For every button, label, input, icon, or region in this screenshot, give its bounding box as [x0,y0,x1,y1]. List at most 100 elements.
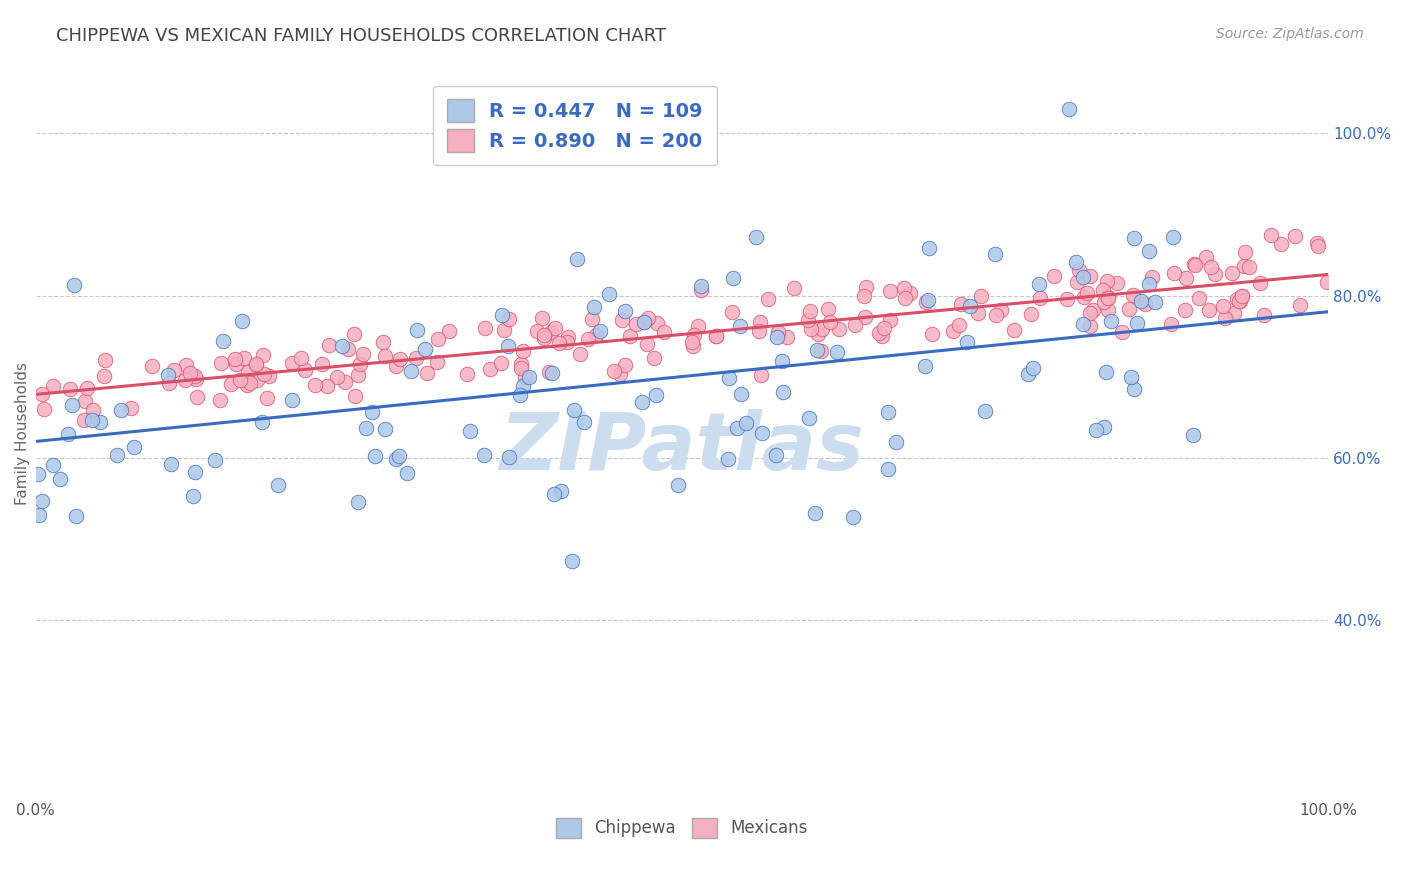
Point [498,312,520,326]
Point [349,357,371,371]
Point [682,327,704,342]
Point [211,334,233,348]
Point [614,358,637,372]
Point [555,334,578,349]
Point [385,359,408,373]
Point [1094,365,1116,379]
Point [1057,102,1080,116]
Text: Source: ZipAtlas.com: Source: ZipAtlas.com [1216,27,1364,41]
Point [80,413,103,427]
Point [704,329,727,343]
Point [1204,267,1226,281]
Point [60,398,83,412]
Point [246,372,269,386]
Point [1078,269,1101,284]
Point [1123,231,1146,245]
Point [1137,244,1160,259]
Point [533,331,555,345]
Point [1043,269,1066,284]
Point [526,324,548,338]
Point [1182,428,1205,442]
Point [562,402,585,417]
Point [984,308,1007,322]
Point [1230,289,1253,303]
Point [918,242,941,256]
Point [543,486,565,500]
Point [31,494,53,508]
Point [581,311,603,326]
Point [236,378,259,392]
Point [548,335,571,350]
Point [603,364,626,378]
Point [56,426,79,441]
Point [756,292,779,306]
Point [533,328,555,343]
Point [405,351,427,366]
Point [110,403,132,417]
Point [252,348,274,362]
Point [717,371,740,385]
Point [204,453,226,467]
Point [456,368,478,382]
Point [818,315,841,329]
Point [797,312,820,326]
Point [1305,236,1327,251]
Point [63,277,86,292]
Point [1226,292,1249,306]
Point [942,324,965,338]
Point [893,281,915,295]
Point [749,368,772,383]
Point [342,327,364,342]
Point [842,510,865,524]
Point [472,448,495,462]
Point [956,335,979,350]
Point [1184,258,1206,272]
Point [915,295,938,310]
Point [1198,303,1220,318]
Point [853,310,876,324]
Point [280,356,302,370]
Point [689,283,711,297]
Point [374,422,396,436]
Point [652,325,675,339]
Point [496,339,519,353]
Point [949,297,972,311]
Point [49,472,72,486]
Point [727,421,749,435]
Point [159,457,181,471]
Point [1160,317,1182,331]
Point [405,323,427,337]
Point [914,359,936,373]
Text: ZIPatlas: ZIPatlas [499,409,865,487]
Point [231,314,253,328]
Point [65,509,87,524]
Point [706,328,728,343]
Point [232,351,254,366]
Point [1237,260,1260,275]
Point [1270,237,1292,252]
Point [1066,275,1088,289]
Point [817,301,839,316]
Point [1122,287,1144,301]
Point [427,332,450,346]
Point [333,376,356,390]
Point [690,279,713,293]
Point [1067,263,1090,277]
Point [31,387,53,401]
Point [354,420,377,434]
Point [352,347,374,361]
Point [373,334,395,349]
Point [374,349,396,363]
Point [967,305,990,319]
Point [645,317,668,331]
Point [1073,318,1095,332]
Point [1233,259,1256,273]
Point [766,325,789,339]
Point [494,323,516,337]
Point [1316,275,1339,289]
Point [27,467,49,482]
Point [766,330,789,344]
Point [318,337,340,351]
Point [550,484,572,499]
Point [898,285,921,300]
